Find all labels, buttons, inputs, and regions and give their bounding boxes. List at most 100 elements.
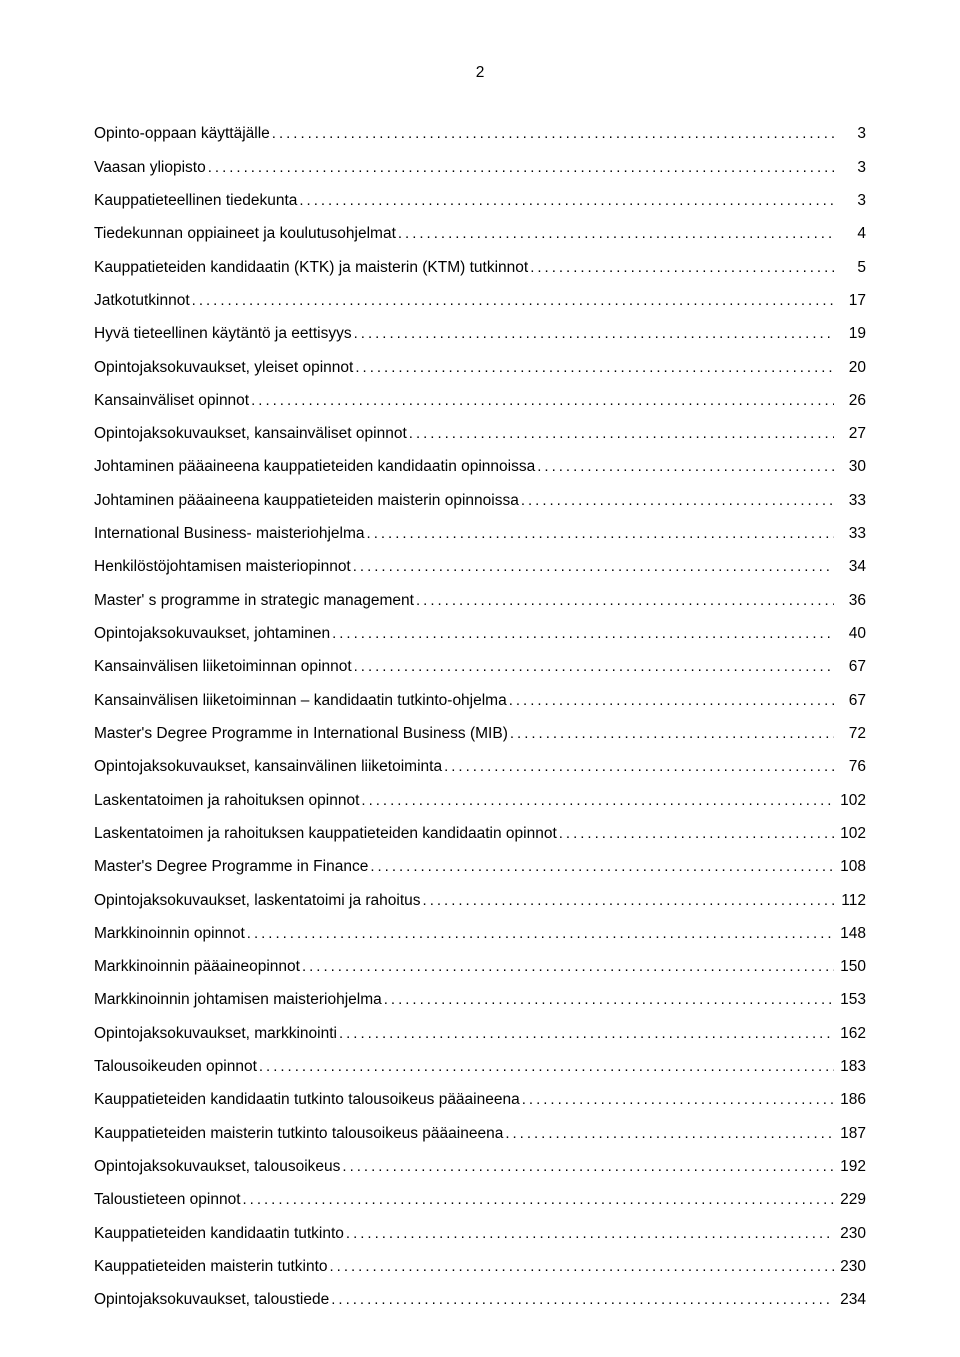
toc-entry: Kauppatieteiden kandidaatin (KTK) ja mai… [94,251,866,284]
toc-entry-title: Kauppatieteiden kandidaatin (KTK) ja mai… [94,251,528,284]
toc-leader-dots [330,618,834,650]
toc-entry: Opintojaksokuvaukset, taloustiede 234 [94,1283,866,1316]
toc-entry-title: Opintojaksokuvaukset, johtaminen [94,617,330,650]
toc-entry-page: 3 [834,184,866,217]
toc-leader-dots [365,518,834,550]
toc-entry: Kauppatieteiden kandidaatin tutkinto tal… [94,1083,866,1116]
toc-leader-dots [503,1118,834,1150]
table-of-contents: Opinto-oppaan käyttäjälle 3Vaasan yliopi… [94,117,866,1316]
toc-entry-title: Jatkotutkinnot [94,284,190,317]
toc-leader-dots [297,185,834,217]
toc-entry: International Business- maisteriohjelma … [94,517,866,550]
toc-leader-dots [442,751,834,783]
toc-entry: Kauppatieteiden maisterin tutkinto talou… [94,1117,866,1150]
toc-entry-page: 5 [834,251,866,284]
toc-leader-dots [329,1284,834,1316]
toc-entry-page: 17 [834,284,866,317]
toc-entry-title: Kauppatieteiden kandidaatin tutkinto [94,1217,344,1250]
toc-entry-page: 108 [834,850,866,883]
toc-entry-page: 72 [834,717,866,750]
toc-entry-title: Tiedekunnan oppiaineet ja koulutusohjelm… [94,217,396,250]
toc-entry-title: Kansainvälisen liiketoiminnan – kandidaa… [94,684,507,717]
toc-leader-dots [528,252,834,284]
toc-entry-page: 150 [834,950,866,983]
toc-entry-title: Opinto-oppaan käyttäjälle [94,117,270,150]
toc-entry-page: 230 [834,1250,866,1283]
toc-entry: Markkinoinnin opinnot 148 [94,917,866,950]
toc-leader-dots [359,785,834,817]
toc-entry-page: 102 [834,784,866,817]
toc-entry-title: Opintojaksokuvaukset, markkinointi [94,1017,337,1050]
toc-entry: Master' s programme in strategic managem… [94,584,866,617]
toc-leader-dots [340,1151,834,1183]
toc-entry: Opinto-oppaan käyttäjälle 3 [94,117,866,150]
toc-entry-page: 230 [834,1217,866,1250]
toc-entry: Johtaminen pääaineena kauppatieteiden ka… [94,450,866,483]
toc-leader-dots [328,1251,834,1283]
toc-leader-dots [245,918,834,950]
toc-entry-page: 186 [834,1083,866,1116]
toc-entry-title: Markkinoinnin pääaineopinnot [94,950,300,983]
toc-entry: Master's Degree Programme in Internation… [94,717,866,750]
toc-entry-page: 229 [834,1183,866,1216]
toc-entry-title: Opintojaksokuvaukset, taloustiede [94,1283,329,1316]
toc-entry-title: Master's Degree Programme in Finance [94,850,368,883]
toc-entry: Master's Degree Programme in Finance 108 [94,850,866,883]
toc-leader-dots [337,1018,834,1050]
toc-leader-dots [241,1184,834,1216]
toc-entry-page: 183 [834,1050,866,1083]
toc-entry: Kauppatieteiden maisterin tutkinto 230 [94,1250,866,1283]
toc-leader-dots [535,451,834,483]
toc-leader-dots [351,551,834,583]
toc-leader-dots [414,585,834,617]
toc-entry-title: International Business- maisteriohjelma [94,517,365,550]
toc-entry-title: Johtaminen pääaineena kauppatieteiden ma… [94,484,519,517]
toc-entry-title: Kansainvälisen liiketoiminnan opinnot [94,650,352,683]
toc-entry-page: 20 [834,351,866,384]
toc-entry-title: Opintojaksokuvaukset, kansainväliset opi… [94,417,407,450]
toc-entry: Kansainvälisen liiketoiminnan – kandidaa… [94,684,866,717]
toc-entry-page: 112 [834,884,866,917]
toc-entry: Opintojaksokuvaukset, kansainvälinen lii… [94,750,866,783]
toc-entry: Opintojaksokuvaukset, johtaminen 40 [94,617,866,650]
toc-entry-page: 3 [834,117,866,150]
toc-entry-page: 67 [834,650,866,683]
toc-entry: Kauppatieteiden kandidaatin tutkinto 230 [94,1217,866,1250]
toc-entry-title: Taloustieteen opinnot [94,1183,241,1216]
toc-leader-dots [396,218,834,250]
toc-leader-dots [300,951,834,983]
toc-entry-title: Hyvä tieteellinen käytäntö ja eettisyys [94,317,352,350]
toc-entry: Opintojaksokuvaukset, talousoikeus 192 [94,1150,866,1183]
toc-entry-title: Laskentatoimen ja rahoituksen opinnot [94,784,359,817]
toc-entry-page: 234 [834,1283,866,1316]
toc-leader-dots [519,485,834,517]
toc-entry-title: Markkinoinnin johtamisen maisteriohjelma [94,983,382,1016]
toc-entry-title: Opintojaksokuvaukset, talousoikeus [94,1150,340,1183]
toc-entry: Opintojaksokuvaukset, markkinointi 162 [94,1017,866,1050]
toc-entry: Vaasan yliopisto 3 [94,151,866,184]
toc-entry-page: 153 [834,983,866,1016]
toc-entry-title: Kauppatieteiden maisterin tutkinto [94,1250,328,1283]
toc-leader-dots [352,651,834,683]
toc-entry: Markkinoinnin johtamisen maisteriohjelma… [94,983,866,1016]
toc-leader-dots [353,352,834,384]
toc-leader-dots [557,818,834,850]
toc-entry-title: Opintojaksokuvaukset, kansainvälinen lii… [94,750,442,783]
toc-entry: Kauppatieteellinen tiedekunta 3 [94,184,866,217]
toc-entry: Kansainväliset opinnot 26 [94,384,866,417]
toc-leader-dots [249,385,834,417]
toc-entry-title: Johtaminen pääaineena kauppatieteiden ka… [94,450,535,483]
toc-entry-page: 3 [834,151,866,184]
document-page: 2 Opinto-oppaan käyttäjälle 3Vaasan ylio… [0,0,960,1357]
toc-entry: Markkinoinnin pääaineopinnot 150 [94,950,866,983]
toc-entry: Taloustieteen opinnot 229 [94,1183,866,1216]
toc-entry-page: 192 [834,1150,866,1183]
toc-entry-title: Vaasan yliopisto [94,151,206,184]
toc-entry: Kansainvälisen liiketoiminnan opinnot 67 [94,650,866,683]
toc-entry: Opintojaksokuvaukset, kansainväliset opi… [94,417,866,450]
toc-leader-dots [507,685,834,717]
toc-leader-dots [520,1084,834,1116]
toc-entry-page: 76 [834,750,866,783]
toc-entry-page: 34 [834,550,866,583]
toc-entry-title: Henkilöstöjohtamisen maisteriopinnot [94,550,351,583]
